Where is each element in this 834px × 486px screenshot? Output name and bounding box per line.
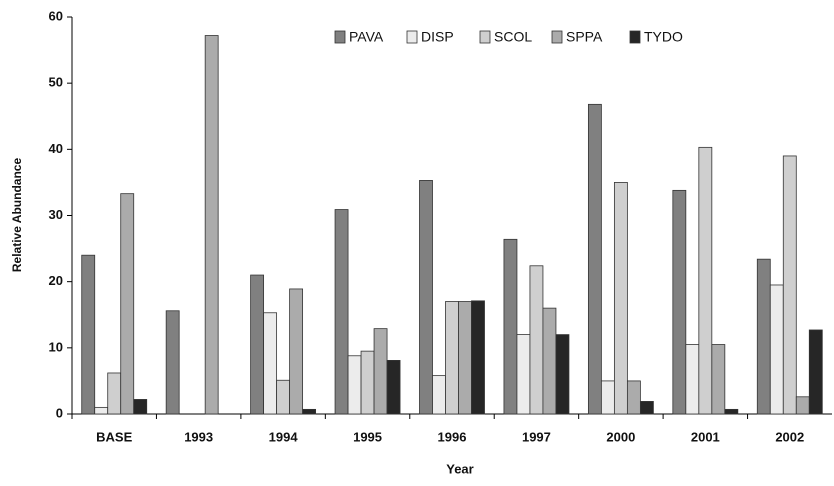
legend-swatch bbox=[551, 30, 563, 44]
legend-swatch bbox=[406, 30, 418, 44]
bar bbox=[613, 182, 628, 415]
x-tick-label: 2000 bbox=[606, 429, 635, 444]
bar bbox=[373, 328, 388, 415]
bar bbox=[672, 189, 687, 415]
bar bbox=[555, 334, 570, 415]
x-tick-label: 1993 bbox=[184, 429, 213, 444]
legend-swatch bbox=[629, 30, 641, 44]
legend-label: SPPA bbox=[566, 29, 603, 45]
legend-swatch bbox=[479, 30, 491, 44]
legend-swatch bbox=[334, 30, 346, 44]
y-tick-label: 0 bbox=[56, 405, 63, 420]
bar bbox=[302, 408, 317, 415]
bar bbox=[133, 399, 148, 415]
x-tick-label: 2002 bbox=[775, 429, 804, 444]
bar bbox=[432, 375, 446, 415]
bar bbox=[263, 312, 278, 415]
bar bbox=[120, 193, 135, 415]
y-tick-label: 40 bbox=[49, 141, 63, 156]
bar bbox=[347, 355, 362, 415]
bar bbox=[250, 274, 265, 415]
bar bbox=[503, 238, 518, 415]
legend-label: DISP bbox=[421, 29, 454, 45]
x-tick-label: 1997 bbox=[522, 429, 551, 444]
bar bbox=[81, 254, 96, 415]
bar bbox=[639, 401, 654, 415]
y-tick-label: 20 bbox=[49, 273, 63, 288]
bar bbox=[204, 35, 219, 415]
x-tick-label: 1995 bbox=[353, 429, 382, 444]
bar bbox=[471, 300, 485, 415]
bar bbox=[600, 380, 615, 415]
bar bbox=[165, 310, 180, 415]
x-axis-label: Year bbox=[446, 461, 473, 476]
bar bbox=[516, 334, 531, 415]
bar bbox=[769, 284, 784, 415]
bar bbox=[685, 344, 700, 415]
bar bbox=[711, 344, 726, 415]
bar bbox=[107, 372, 122, 415]
bar bbox=[724, 408, 739, 415]
y-axis-label: Relative Abundance bbox=[10, 158, 24, 273]
bar bbox=[698, 146, 713, 415]
bar bbox=[289, 288, 304, 415]
bar bbox=[276, 379, 291, 415]
bar bbox=[94, 406, 109, 415]
bar bbox=[360, 350, 375, 415]
y-tick-label: 50 bbox=[49, 75, 63, 90]
bar bbox=[795, 396, 810, 415]
x-tick-label: 1996 bbox=[438, 429, 467, 444]
bar bbox=[419, 180, 433, 415]
bar bbox=[808, 329, 823, 415]
legend-label: TYDO bbox=[644, 29, 683, 45]
bar bbox=[529, 265, 544, 415]
y-tick-label: 10 bbox=[49, 339, 63, 354]
y-tick-label: 60 bbox=[49, 8, 63, 23]
bar bbox=[386, 360, 401, 415]
bar bbox=[587, 103, 602, 415]
bar bbox=[626, 380, 641, 415]
legend-label: PAVA bbox=[349, 29, 384, 45]
x-tick-label: 1994 bbox=[269, 429, 299, 444]
bar bbox=[445, 301, 459, 415]
legend-label: SCOL bbox=[494, 29, 532, 45]
bar bbox=[334, 209, 349, 415]
x-tick-label: BASE bbox=[96, 429, 132, 444]
x-tick-label: 2001 bbox=[691, 429, 720, 444]
y-tick-label: 30 bbox=[49, 207, 63, 222]
bar bbox=[458, 301, 472, 415]
bar bbox=[756, 258, 771, 415]
bar bbox=[542, 307, 557, 415]
bar bbox=[782, 155, 797, 415]
